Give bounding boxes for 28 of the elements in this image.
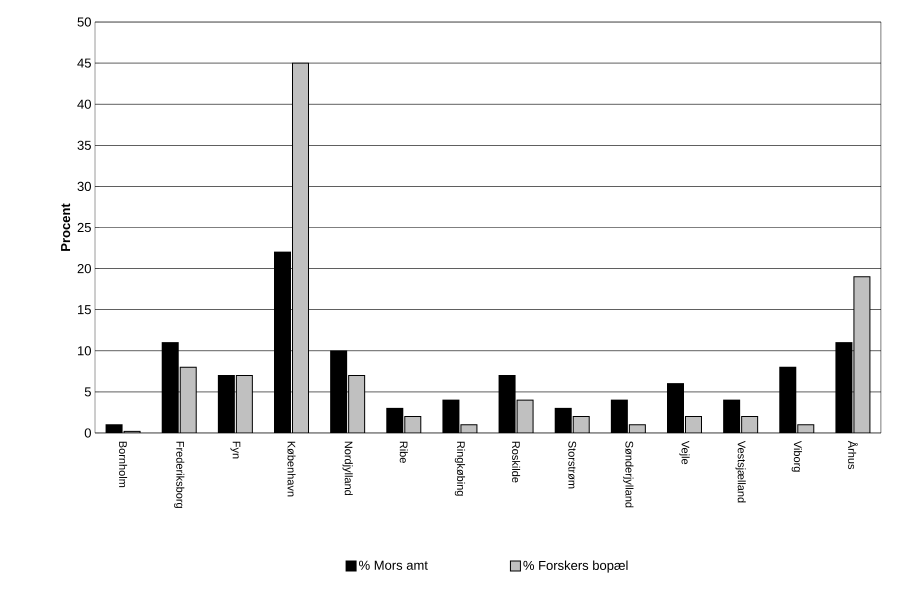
y-axis-title: Procent: [61, 203, 70, 251]
x-tick-label: Fyn: [230, 442, 240, 458]
x-tick-label: Roskilde: [512, 442, 520, 482]
x-tick-label: Bornholm: [119, 442, 128, 488]
y-tick-label: 10: [78, 346, 91, 356]
y-tick-label: 15: [78, 305, 91, 314]
y-tick-label: 50: [78, 17, 91, 27]
x-tick-label: København: [287, 442, 296, 496]
x-tick-label: Vestsjælland: [736, 440, 746, 502]
y-tick-label: 5: [84, 387, 91, 396]
x-tick-label: Viborg: [792, 440, 802, 472]
x-tick-label: Storstrøm: [568, 441, 576, 488]
x-tick-label: Århus: [848, 440, 858, 470]
y-tick-label: 25: [78, 222, 91, 232]
y-tick-label: 45: [77, 58, 91, 68]
x-tick-label: Vejle: [679, 440, 690, 464]
y-tick-label: 40: [77, 100, 91, 109]
x-tick-label: Ringkøbing: [454, 442, 466, 496]
y-tick-label: 20: [78, 264, 91, 274]
legend-label: % Forskers bopæl: [523, 560, 628, 573]
legend-label: % Mors amt: [359, 560, 428, 570]
y-tick-label: 30: [78, 182, 91, 191]
x-tick-label: Nordjylland: [342, 442, 353, 496]
y-tick-label: 0: [84, 428, 91, 438]
y-tick-label: 35: [78, 140, 91, 150]
x-tick-label: Ribe: [400, 442, 408, 463]
x-tick-label: Frederiksborg: [174, 442, 184, 508]
x-tick-label: Sønderjylland: [623, 441, 634, 508]
